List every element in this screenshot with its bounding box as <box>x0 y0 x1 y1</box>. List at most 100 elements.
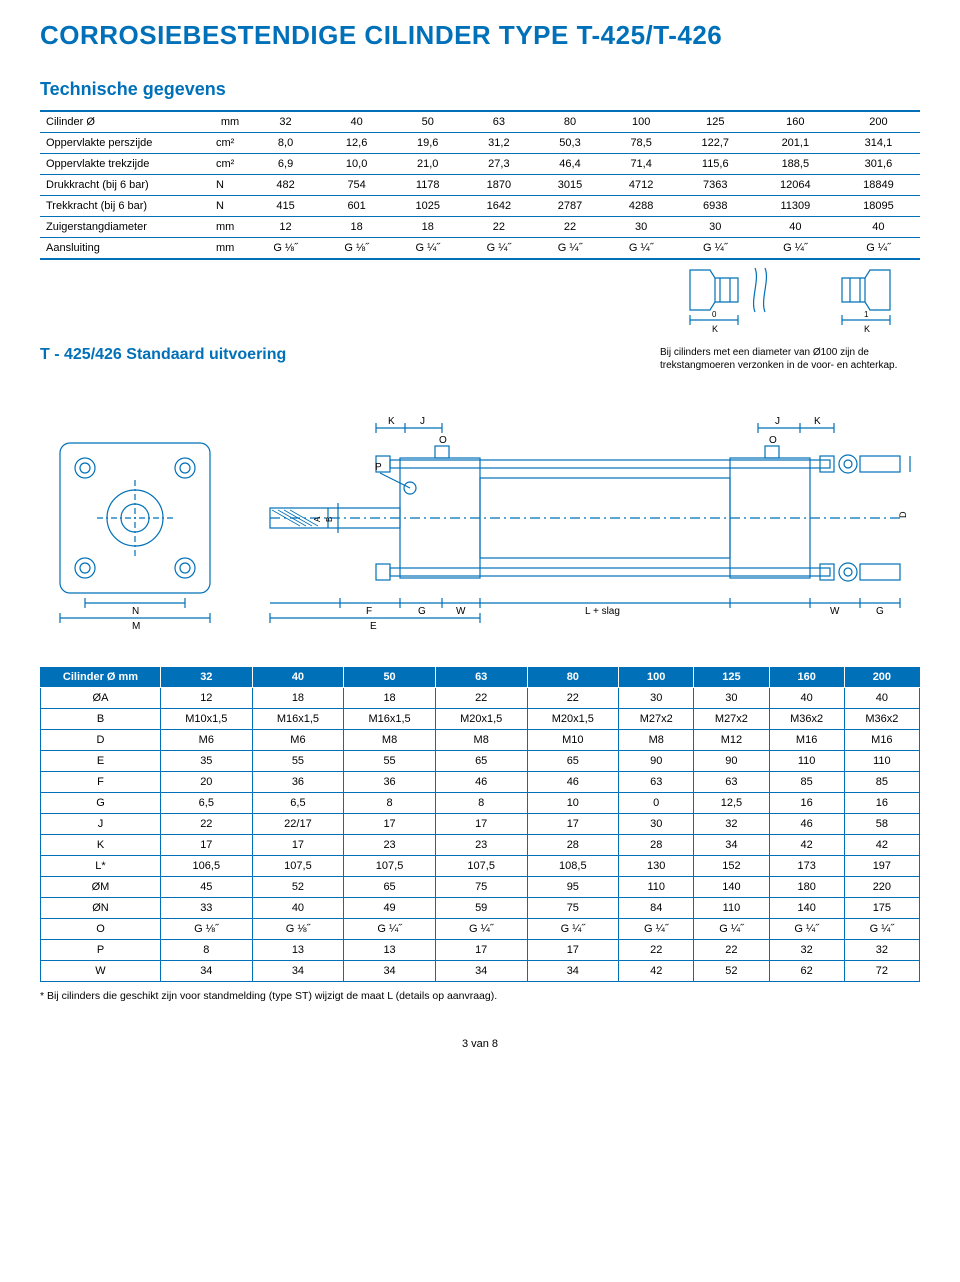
dim-header-cell: 160 <box>769 667 844 688</box>
tech-row-label: Zuigerstangdiameter <box>40 217 210 238</box>
tech-header-cell: 200 <box>837 111 920 133</box>
dim-cell: 30 <box>619 688 694 709</box>
dim-cell: 32 <box>844 940 919 961</box>
dim-cell: 28 <box>619 835 694 856</box>
label-one: 1 <box>864 310 869 319</box>
tech-cell: 19,6 <box>392 133 463 154</box>
dim-cell: M8 <box>344 730 436 751</box>
lbl-K1: K <box>388 416 395 427</box>
dim-cell: M27x2 <box>694 709 769 730</box>
dim-cell: 17 <box>344 814 436 835</box>
dim-header-cell: Cilinder Ø mm <box>41 667 161 688</box>
tech-header-cell: 160 <box>754 111 837 133</box>
dim-cell: 17 <box>527 814 619 835</box>
dim-cell: 13 <box>252 940 344 961</box>
dim-cell: 17 <box>252 835 344 856</box>
dim-cell: 140 <box>769 898 844 919</box>
lbl-J1: J <box>420 416 425 427</box>
tech-cell: 18095 <box>837 196 920 217</box>
dim-cell: 59 <box>435 898 527 919</box>
tech-cell: 22 <box>534 217 605 238</box>
dim-cell: 18 <box>252 688 344 709</box>
dim-row-label: ØN <box>41 898 161 919</box>
dim-cell: G ¼˝ <box>435 919 527 940</box>
dim-cell: 180 <box>769 877 844 898</box>
tech-cell: 78,5 <box>606 133 677 154</box>
dim-cell: 17 <box>435 940 527 961</box>
dim-cell: M16 <box>844 730 919 751</box>
dim-row-label: W <box>41 961 161 982</box>
tech-header-cell: 80 <box>534 111 605 133</box>
dim-cell: 22 <box>619 940 694 961</box>
tech-cell: 18 <box>321 217 392 238</box>
dim-row-label: ØA <box>41 688 161 709</box>
tech-cell: 301,6 <box>837 154 920 175</box>
lbl-G2: G <box>876 606 884 617</box>
tech-cell: G ⅛˝ <box>250 238 321 260</box>
dim-cell: G ¼˝ <box>527 919 619 940</box>
tech-cell: 115,6 <box>677 154 754 175</box>
dim-cell: 85 <box>769 772 844 793</box>
dim-cell: 40 <box>769 688 844 709</box>
dim-header-cell: 63 <box>435 667 527 688</box>
dim-cell: 22 <box>161 814 253 835</box>
lbl-O2: O <box>769 435 777 446</box>
tech-cell: 21,0 <box>392 154 463 175</box>
dim-cell: 8 <box>344 793 436 814</box>
dim-cell: 90 <box>619 751 694 772</box>
dim-cell: 34 <box>252 961 344 982</box>
dim-cell: 36 <box>344 772 436 793</box>
tech-header-cell: mm <box>210 111 250 133</box>
dim-cell: G ⅛˝ <box>252 919 344 940</box>
label-K-left: K <box>712 324 718 334</box>
dim-cell: 42 <box>619 961 694 982</box>
dim-cell: 22/17 <box>252 814 344 835</box>
tech-cell: 27,3 <box>463 154 534 175</box>
dim-cell: M10 <box>527 730 619 751</box>
dim-cell: G ¼˝ <box>619 919 694 940</box>
dim-cell: 34 <box>435 961 527 982</box>
tech-header-cell: 63 <box>463 111 534 133</box>
page-title: CORROSIEBESTENDIGE CILINDER TYPE T-425/T… <box>40 20 920 51</box>
tech-cell: 40 <box>837 217 920 238</box>
dim-cell: 197 <box>844 856 919 877</box>
dim-cell: M16 <box>769 730 844 751</box>
tech-cell: 122,7 <box>677 133 754 154</box>
dim-cell: 6,5 <box>161 793 253 814</box>
dim-row-label: P <box>41 940 161 961</box>
dim-cell: 34 <box>694 835 769 856</box>
tech-cell: 31,2 <box>463 133 534 154</box>
dim-cell: G ¼˝ <box>344 919 436 940</box>
dim-cell: G ⅛˝ <box>161 919 253 940</box>
tech-cell: 4712 <box>606 175 677 196</box>
dim-cell: 130 <box>619 856 694 877</box>
tech-cell: 482 <box>250 175 321 196</box>
dim-cell: 42 <box>844 835 919 856</box>
dim-cell: 13 <box>344 940 436 961</box>
dim-cell: 110 <box>769 751 844 772</box>
tech-table: Cilinder Ømm3240506380100125160200 Opper… <box>40 110 920 260</box>
dim-cell: 107,5 <box>344 856 436 877</box>
tech-row-label: Drukkracht (bij 6 bar) <box>40 175 210 196</box>
tech-cell: 18 <box>392 217 463 238</box>
tech-cell: 11309 <box>754 196 837 217</box>
dim-cell: 108,5 <box>527 856 619 877</box>
lbl-A: A <box>313 516 322 522</box>
dim-table: Cilinder Ø mm3240506380100125160200 ØA12… <box>40 667 920 982</box>
dim-cell: 40 <box>252 898 344 919</box>
lbl-W2: W <box>830 606 840 617</box>
tech-cell: 1642 <box>463 196 534 217</box>
dim-cell: 42 <box>769 835 844 856</box>
tech-row-label: Oppervlakte trekzijde <box>40 154 210 175</box>
dim-cell: G ¼˝ <box>844 919 919 940</box>
dim-row-label: F <box>41 772 161 793</box>
dim-cell: 6,5 <box>252 793 344 814</box>
tech-cell: 4288 <box>606 196 677 217</box>
footnote: * Bij cilinders die geschikt zijn voor s… <box>40 990 920 1002</box>
dim-cell: 63 <box>619 772 694 793</box>
dim-cell: 46 <box>435 772 527 793</box>
tech-cell: 12064 <box>754 175 837 196</box>
tech-row-label: Aansluiting <box>40 238 210 260</box>
tech-cell: mm <box>210 238 250 260</box>
dim-cell: 23 <box>344 835 436 856</box>
